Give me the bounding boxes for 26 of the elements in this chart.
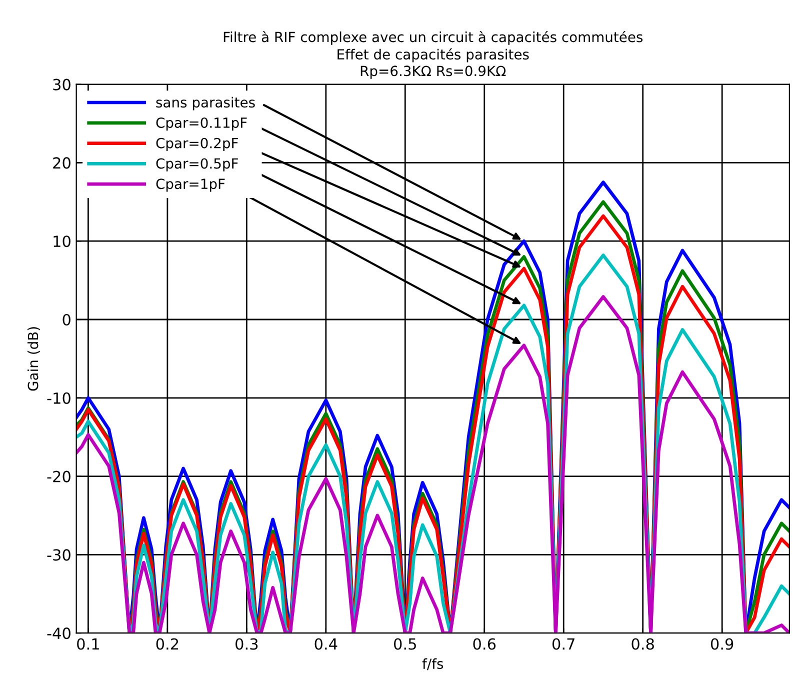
x-axis-title: f/fs <box>422 658 444 670</box>
y-tick-label: 30 <box>53 78 70 90</box>
x-tick-label: 0.2 <box>156 638 178 650</box>
y-tick-label: 20 <box>53 157 70 169</box>
y-tick-label: -10 <box>47 392 70 404</box>
y-axis-title: Gain (dB) <box>28 327 40 391</box>
x-tick-label: 0.1 <box>77 638 99 650</box>
chart-subtitle: Effet de capacités parasites Rp=6.3KΩ Rs=0.9KΩ <box>338 48 529 79</box>
legend-label: Cpar=1pF <box>156 178 225 192</box>
x-tick-label: 0.5 <box>394 638 416 650</box>
y-tick-label: -40 <box>47 628 70 640</box>
x-tick-label: 0.9 <box>710 638 734 650</box>
x-tick-label: 0.8 <box>632 638 654 650</box>
chart-title: Filtre à RIF complexe avec un circuit à capacités commutées <box>224 30 643 45</box>
legend-label: Cpar=0.2pF <box>156 138 238 152</box>
y-tick-label: 10 <box>54 236 70 248</box>
x-tick-label: 0.3 <box>236 638 258 650</box>
legend-label: Cpar=0.5pF <box>156 158 238 172</box>
y-tick-label: -20 <box>47 470 70 482</box>
legend-label: Cpar=0.11pF <box>156 117 247 131</box>
legend-label: sans parasites <box>156 96 255 110</box>
x-tick-label: 0.6 <box>473 638 496 650</box>
y-tick-label: 0 <box>62 314 70 326</box>
y-tick-label: -30 <box>47 549 70 561</box>
x-tick-label: 0.7 <box>552 638 574 650</box>
x-tick-label: 0.4 <box>314 638 338 650</box>
